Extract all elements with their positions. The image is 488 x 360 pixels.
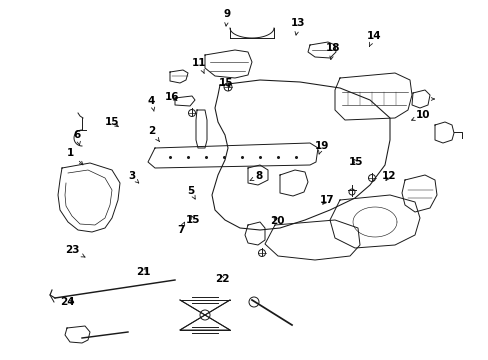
- Text: 19: 19: [314, 141, 328, 154]
- Text: 24: 24: [60, 297, 75, 307]
- Text: 2: 2: [148, 126, 159, 141]
- Text: 22: 22: [215, 274, 229, 284]
- Text: 11: 11: [192, 58, 206, 73]
- Text: 7: 7: [177, 222, 184, 235]
- Text: 3: 3: [128, 171, 139, 183]
- Text: 14: 14: [366, 31, 381, 46]
- Text: 10: 10: [411, 110, 429, 120]
- Text: 15: 15: [185, 215, 200, 225]
- Text: 15: 15: [219, 78, 233, 88]
- Text: 15: 15: [348, 157, 363, 167]
- Text: 8: 8: [249, 171, 262, 181]
- Text: 21: 21: [136, 267, 150, 277]
- Text: 15: 15: [105, 117, 120, 127]
- Text: 18: 18: [325, 42, 340, 59]
- Text: 23: 23: [65, 245, 85, 257]
- Text: 1: 1: [67, 148, 83, 165]
- Text: 9: 9: [224, 9, 230, 26]
- Text: 20: 20: [270, 216, 285, 226]
- Text: 16: 16: [164, 92, 179, 102]
- Text: 13: 13: [290, 18, 305, 35]
- Text: 6: 6: [74, 130, 81, 145]
- Text: 4: 4: [147, 96, 155, 111]
- Text: 12: 12: [381, 171, 395, 181]
- Text: 17: 17: [319, 195, 333, 205]
- Text: 5: 5: [187, 186, 195, 199]
